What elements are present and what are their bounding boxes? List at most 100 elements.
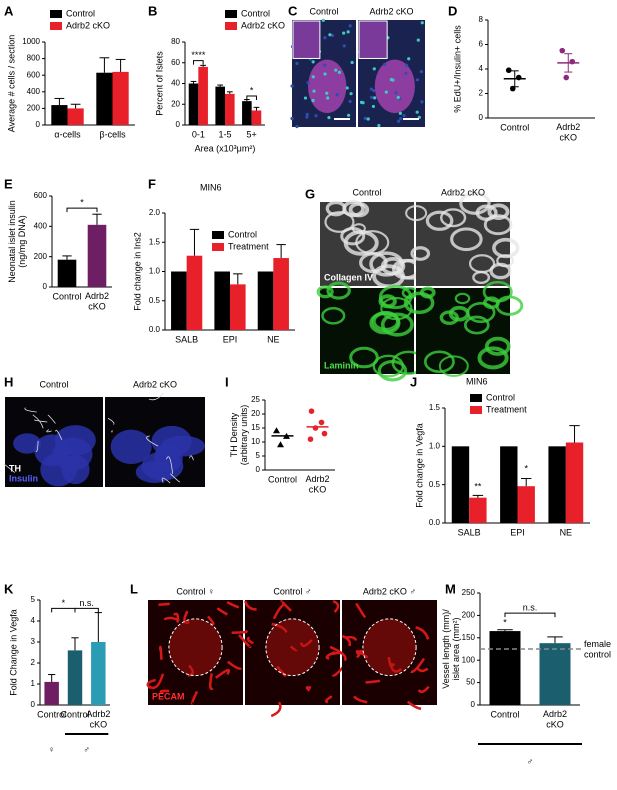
nucleus bbox=[366, 117, 370, 121]
x-axis-label: Area (x10³μm²) bbox=[195, 143, 256, 153]
x-tick-label: EPI bbox=[223, 334, 238, 344]
y-tick-label: 4 bbox=[479, 64, 484, 73]
y-tick-label: 0 bbox=[176, 120, 181, 129]
islet-outline bbox=[265, 618, 320, 677]
structure bbox=[477, 346, 509, 370]
vessel bbox=[416, 666, 429, 673]
fiber bbox=[33, 419, 48, 423]
bracket bbox=[74, 607, 99, 613]
islet bbox=[308, 59, 347, 114]
nucleus bbox=[349, 92, 353, 96]
vessel bbox=[324, 695, 333, 704]
vessel bbox=[148, 673, 165, 690]
bracket bbox=[51, 607, 76, 613]
point bbox=[321, 430, 328, 437]
y-tick-label: 0.5 bbox=[149, 296, 161, 305]
x-tick-label: NE bbox=[267, 334, 280, 344]
legend-swatch bbox=[212, 243, 224, 251]
structure bbox=[463, 315, 490, 335]
nucleus bbox=[396, 119, 401, 123]
nucleus bbox=[325, 91, 329, 95]
nucleus bbox=[311, 75, 315, 79]
nucleus bbox=[350, 60, 354, 65]
x-tick-label: Control bbox=[268, 474, 297, 484]
vessel bbox=[365, 679, 381, 684]
inset bbox=[358, 20, 388, 59]
stain-label: Collagen IV bbox=[324, 272, 373, 282]
y-tick-label: 8 bbox=[479, 15, 484, 24]
annotation: n.s. bbox=[523, 603, 538, 613]
x-tick-label: α-cells bbox=[54, 129, 81, 139]
y-tick-label: 600 bbox=[27, 70, 41, 79]
point bbox=[505, 67, 512, 74]
y-tick-label: 3 bbox=[31, 637, 36, 646]
x-tick-label: Control bbox=[490, 709, 519, 719]
y-axis-label: Average # cells / section bbox=[6, 35, 16, 132]
bar bbox=[91, 642, 106, 705]
vessel bbox=[270, 701, 282, 718]
bar bbox=[112, 71, 129, 125]
sex-label: ♀ bbox=[48, 744, 55, 754]
structure bbox=[380, 312, 414, 337]
y-tick-label: 40 bbox=[171, 79, 180, 88]
nucleus bbox=[322, 63, 327, 67]
y-tick-label: 1.5 bbox=[149, 237, 161, 246]
y-tick-label: 2.0 bbox=[149, 208, 161, 217]
nucleus bbox=[290, 84, 294, 88]
legend-label: Treatment bbox=[228, 241, 269, 251]
vessel bbox=[243, 600, 257, 611]
structure bbox=[405, 205, 428, 222]
nucleus bbox=[348, 24, 352, 28]
nucleus bbox=[415, 110, 419, 114]
y-tick-label: 0 bbox=[256, 465, 261, 474]
structure bbox=[321, 306, 346, 325]
fiber bbox=[111, 430, 113, 433]
x-tick-label: Control bbox=[37, 709, 66, 719]
point bbox=[307, 436, 314, 443]
structure bbox=[410, 246, 431, 261]
column-label: Control bbox=[309, 6, 338, 16]
nucleus bbox=[342, 31, 346, 35]
islet-outline bbox=[168, 618, 223, 677]
bar bbox=[251, 110, 262, 125]
fiber bbox=[107, 417, 115, 425]
structure bbox=[343, 230, 379, 256]
y-tick-label: 2 bbox=[479, 89, 484, 98]
structure bbox=[450, 227, 483, 252]
x-tick-label: SALB bbox=[458, 527, 481, 537]
vessel bbox=[158, 645, 163, 660]
point bbox=[277, 441, 284, 448]
bar bbox=[67, 108, 84, 125]
vessel bbox=[415, 626, 430, 640]
structure bbox=[459, 191, 491, 215]
nucleus bbox=[290, 116, 294, 121]
structure bbox=[475, 204, 498, 221]
nucleus bbox=[398, 111, 402, 115]
structure bbox=[487, 203, 510, 221]
x-tick-label: 0-1 bbox=[192, 129, 205, 139]
bar bbox=[257, 271, 274, 330]
structure bbox=[425, 210, 454, 231]
fiber bbox=[3, 463, 16, 473]
y-axis-label: Percent of Islets bbox=[154, 51, 164, 116]
y-axis-label: Neonatal islet insulin(ng/mg DNA) bbox=[7, 200, 27, 283]
vessel bbox=[227, 660, 243, 670]
y-tick-label: 600 bbox=[34, 191, 48, 200]
x-tick-label: Control bbox=[500, 122, 529, 132]
y-tick-label: 6 bbox=[479, 40, 484, 49]
vessel bbox=[406, 700, 422, 710]
nucleus bbox=[372, 88, 376, 93]
bar bbox=[548, 446, 566, 523]
x-tick-label: 1-5 bbox=[218, 129, 231, 139]
nucleus bbox=[404, 63, 409, 67]
vessel bbox=[207, 615, 215, 626]
reference-label: female control bbox=[584, 639, 611, 659]
legend-label: Control bbox=[66, 8, 95, 18]
nucleus bbox=[369, 95, 374, 99]
y-tick-label: 400 bbox=[27, 87, 41, 96]
vessel bbox=[226, 601, 240, 609]
legend-swatch bbox=[212, 231, 224, 239]
x-tick-label: Control bbox=[52, 291, 81, 301]
nucleus bbox=[420, 100, 424, 104]
